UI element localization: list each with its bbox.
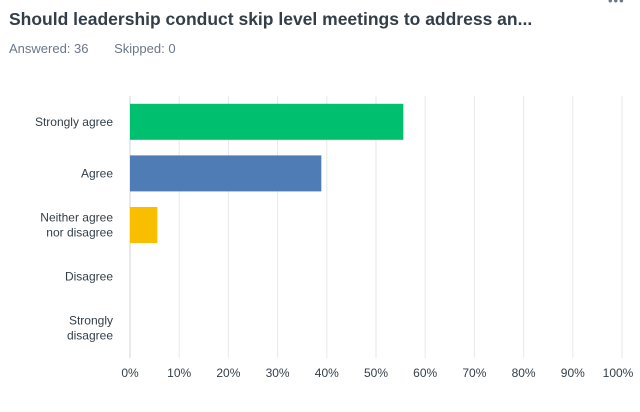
more-options-icon[interactable]: ••• bbox=[608, 0, 625, 8]
x-tick-label: 10% bbox=[167, 366, 191, 380]
answered-count: Answered: 36 bbox=[9, 41, 89, 56]
question-title: Should leadership conduct skip level mee… bbox=[9, 9, 533, 29]
x-tick-label: 20% bbox=[216, 366, 240, 380]
category-label: Strongly agree bbox=[35, 115, 113, 129]
x-tick-label: 40% bbox=[315, 366, 339, 380]
category-label: Disagree bbox=[65, 270, 113, 284]
x-tick-label: 100% bbox=[603, 366, 634, 380]
bar bbox=[130, 155, 322, 192]
bar bbox=[130, 103, 404, 140]
bar bbox=[130, 207, 158, 243]
category-label: disagree bbox=[67, 329, 113, 343]
x-tick-label: 90% bbox=[561, 366, 585, 380]
x-tick-label: 0% bbox=[121, 366, 139, 380]
skipped-count: Skipped: 0 bbox=[114, 41, 176, 56]
category-label: Neither agree bbox=[40, 211, 113, 225]
x-tick-label: 70% bbox=[462, 366, 486, 380]
response-stats: Answered: 36 Skipped: 0 bbox=[9, 41, 198, 56]
x-tick-label: 80% bbox=[512, 366, 536, 380]
x-tick-label: 30% bbox=[266, 366, 290, 380]
category-label: Agree bbox=[81, 166, 113, 180]
x-tick-label: 50% bbox=[364, 366, 388, 380]
x-tick-label: 60% bbox=[413, 366, 437, 380]
category-label: nor disagree bbox=[46, 226, 113, 240]
category-label: Strongly bbox=[69, 314, 113, 328]
